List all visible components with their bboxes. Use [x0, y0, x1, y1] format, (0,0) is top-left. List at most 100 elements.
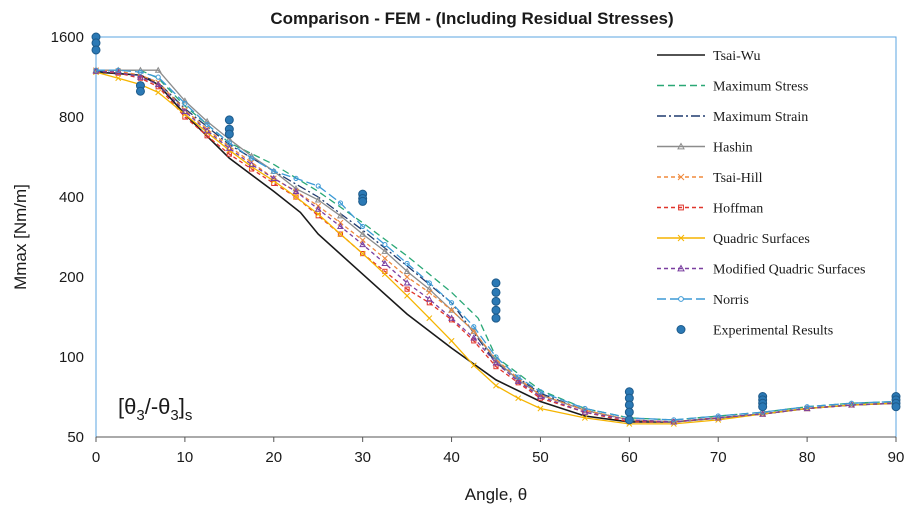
- series-line: [95, 70, 897, 423]
- experimental-point: [491, 287, 501, 297]
- x-tick-label: 40: [443, 449, 460, 466]
- experimental-point: [224, 115, 234, 125]
- x-marker: [359, 250, 366, 257]
- circle-marker: [115, 67, 121, 73]
- triangle-marker: [314, 205, 322, 212]
- triangle-marker: [336, 212, 344, 219]
- chart-title: Comparison - FEM - (Including Residual S…: [270, 9, 673, 28]
- x-marker: [381, 255, 388, 262]
- triangle-marker: [677, 264, 685, 272]
- legend-item: Tsai-Wu: [657, 49, 760, 64]
- triangle-marker: [536, 391, 544, 398]
- annotation-sub3: s: [185, 407, 193, 424]
- triangle-marker: [181, 97, 189, 104]
- x-marker: [155, 89, 162, 96]
- legend-item: Tsai-Hill: [657, 171, 763, 186]
- x-tick-label: 70: [710, 449, 727, 466]
- square-marker: [360, 250, 366, 257]
- y-tick-label: 1600: [51, 29, 84, 46]
- x-marker: [426, 315, 433, 322]
- experimental-point: [491, 296, 501, 306]
- x-marker: [581, 414, 588, 421]
- x-tick-label: 20: [265, 449, 282, 466]
- legend-item: Maximum Strain: [657, 110, 808, 125]
- triangle-marker: [359, 230, 367, 237]
- circle-marker: [360, 223, 366, 229]
- series-layer: [91, 32, 901, 427]
- square-marker: [404, 286, 410, 292]
- x-tick-label: 80: [799, 449, 816, 466]
- y-axis-label: Mmax [Nm/m]: [11, 184, 30, 290]
- x-axis-label: Angle, θ: [465, 485, 527, 504]
- experimental-point: [491, 313, 501, 323]
- x-marker: [537, 405, 544, 412]
- experimental-point: [676, 325, 686, 334]
- circle-marker: [248, 155, 255, 161]
- triangle-marker: [536, 392, 544, 400]
- legend-label: Tsai-Wu: [713, 49, 760, 64]
- triangle-marker: [136, 73, 144, 80]
- y-tick-label: 100: [59, 349, 84, 366]
- circle-marker: [515, 374, 521, 380]
- experimental-point: [891, 402, 901, 412]
- triangle-marker: [470, 327, 478, 334]
- circle-marker: [226, 140, 232, 146]
- x-marker: [426, 289, 433, 296]
- annotation-mid: /-θ: [145, 394, 171, 419]
- x-marker: [293, 194, 299, 200]
- circle-marker: [315, 183, 321, 189]
- triangle-marker: [381, 259, 389, 266]
- triangle-marker: [403, 279, 411, 286]
- series-experimental-results: [91, 32, 901, 425]
- y-tick-label: 50: [67, 429, 84, 446]
- legend-item: Hashin: [657, 141, 753, 156]
- circle-marker: [404, 260, 410, 266]
- experimental-point: [91, 45, 101, 55]
- series-line: [95, 70, 897, 423]
- x-marker: [115, 75, 122, 82]
- x-tick-label: 0: [92, 449, 100, 466]
- experimental-point: [491, 305, 501, 315]
- triangle-marker: [225, 144, 233, 151]
- triangle-marker: [314, 196, 322, 203]
- triangle-marker: [470, 334, 478, 341]
- legend-label: Maximum Strain: [713, 110, 808, 125]
- x-marker: [515, 395, 522, 402]
- circle-marker: [93, 67, 99, 73]
- x-marker: [337, 231, 344, 238]
- legend: Tsai-Wu Maximum Stress Maximum Strain Hashi…: [657, 49, 865, 339]
- experimental-point: [358, 196, 368, 206]
- x-tick-label: 60: [621, 449, 638, 466]
- triangle-marker: [425, 285, 433, 292]
- series-line: [96, 69, 897, 421]
- square-marker: [337, 231, 344, 237]
- triangle-marker: [514, 377, 522, 384]
- circle-marker: [382, 241, 388, 248]
- triangle-marker: [381, 247, 389, 254]
- legend-label: Maximum Stress: [713, 80, 808, 95]
- circle-marker: [155, 74, 161, 80]
- circle-marker: [271, 168, 277, 174]
- y-tick-label: 800: [59, 109, 84, 126]
- experimental-point: [624, 407, 634, 417]
- square-marker: [293, 194, 299, 200]
- circle-marker: [804, 404, 810, 410]
- triangle-marker: [677, 142, 685, 150]
- triangle-marker: [336, 222, 344, 229]
- legend-item: Maximum Stress: [657, 80, 808, 95]
- circle-marker: [537, 389, 544, 395]
- legend-item: Modified Quadric Surfaces: [657, 263, 865, 278]
- y-tick-label: 200: [59, 269, 84, 286]
- x-tick-label: 30: [354, 449, 371, 466]
- circle-marker: [426, 280, 432, 286]
- circle-marker: [471, 324, 477, 330]
- legend-item: Quadric Surfaces: [657, 232, 810, 247]
- triangle-marker: [292, 187, 300, 194]
- x-marker: [337, 219, 344, 226]
- legend-item: Norris: [657, 293, 749, 308]
- layup-annotation: [θ3/-θ3]s: [118, 394, 192, 424]
- triangle-marker: [225, 135, 233, 142]
- x-marker: [677, 234, 685, 242]
- annotation-base: [θ: [118, 394, 136, 419]
- x-tick-label: 90: [888, 449, 905, 466]
